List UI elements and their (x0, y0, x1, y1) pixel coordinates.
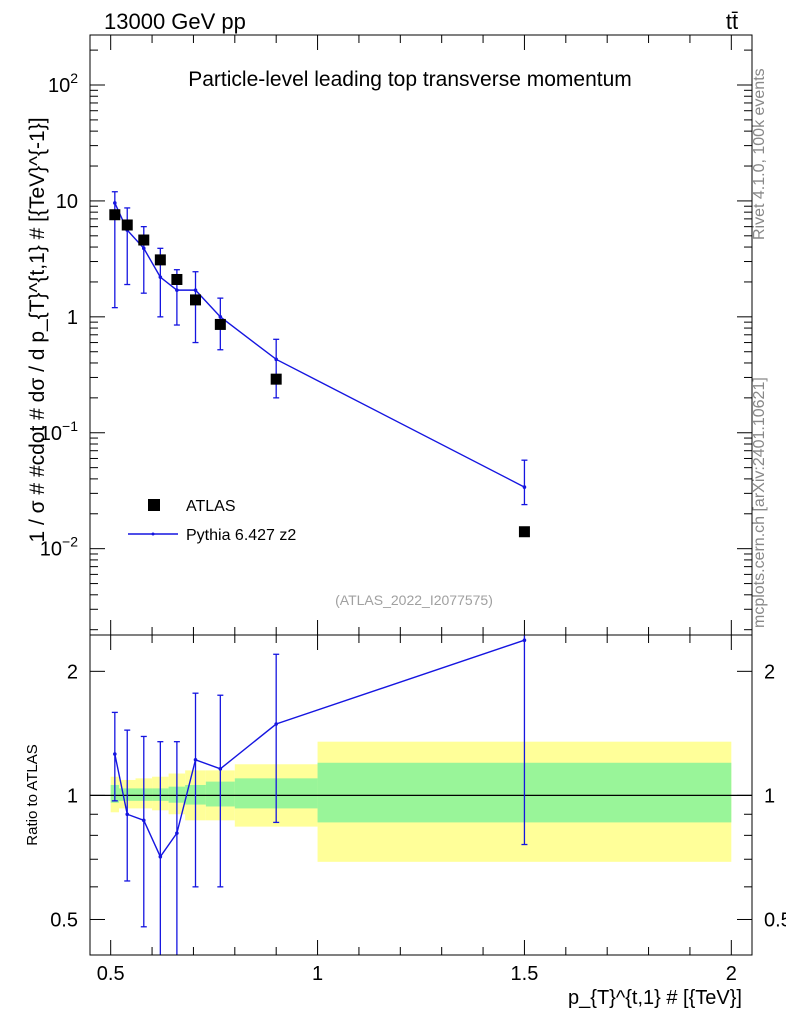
ratio-point (158, 854, 163, 859)
energy-label: 13000 GeV pp (104, 9, 246, 34)
pythia-point (113, 201, 117, 205)
side-label-bottom: mcplots.cern.ch [arXiv:2401.10621] (751, 377, 768, 628)
pythia-point (175, 288, 179, 292)
main-y-tick-label: 1 (67, 307, 78, 329)
ratio-point (522, 638, 527, 642)
main-frame (89, 34, 753, 636)
ratio-point (113, 752, 117, 756)
ratio-axes: 0.5 0.5 1 1 2 2 0.5 1 1.5 2 (50, 635, 786, 985)
x-axis-label: p_{T}^{t,1} # [{TeV}] (568, 987, 742, 1009)
legend: ATLAS Pythia 6.427 z2 (128, 498, 296, 544)
atlas-point (190, 294, 202, 306)
ratio-y-tick-label-right: 1 (764, 785, 775, 807)
main-axes: 10−2 10−1 1 10 102 (40, 35, 752, 635)
pythia-point (218, 315, 223, 319)
atlas-point (171, 273, 183, 285)
atlas-point (121, 219, 133, 231)
ratio-y-tick-label: 0.5 (50, 909, 78, 931)
main-y-axis-label: 1 / σ # #cdot # dσ / d p_{T}^{t,1} # [{T… (26, 117, 49, 542)
ratio-y-tick-label-right: 0.5 (764, 909, 786, 931)
process-label: tt̄ (726, 9, 738, 34)
x-tick-label: 1.5 (511, 963, 539, 985)
ratio-y-tick-label: 2 (67, 661, 78, 683)
ratio-point (274, 722, 278, 726)
x-tick-label: 0.5 (97, 963, 125, 985)
main-marks (109, 191, 530, 538)
ratio-point (175, 831, 179, 835)
pythia-point (141, 246, 146, 251)
main-y-tick-label: 10−1 (40, 418, 78, 445)
ratio-point (141, 818, 146, 823)
analysis-label: (ATLAS_2022_I2077575) (335, 592, 493, 608)
pythia-point (522, 485, 527, 489)
legend-label-pythia: Pythia 6.427 z2 (186, 527, 296, 544)
ratio-point (218, 767, 223, 771)
atlas-point (270, 373, 282, 385)
side-label-top: Rivet 4.1.0, 100k events (751, 68, 768, 240)
pythia-point (274, 357, 278, 362)
ratio-marks (111, 635, 528, 955)
pythia-point (158, 275, 163, 279)
ratio-point (125, 812, 130, 817)
main-panel: Particle-level leading top transverse mo… (26, 34, 753, 636)
main-y-tick-label: 10−2 (40, 534, 78, 561)
main-title: Particle-level leading top transverse mo… (188, 68, 632, 91)
legend-marker-atlas (148, 499, 160, 511)
main-y-tick-label: 102 (48, 70, 78, 97)
atlas-point (518, 526, 530, 538)
atlas-point (154, 254, 166, 266)
legend-marker-pythia (151, 532, 155, 536)
atlas-point (138, 234, 150, 246)
ratio-y-tick-label: 1 (67, 785, 78, 807)
x-tick-label: 1 (312, 963, 323, 985)
ratio-bands (110, 741, 732, 862)
ratio-y-tick-label-right: 2 (764, 661, 775, 683)
ratio-point (193, 758, 198, 762)
main-y-tick-label: 10 (56, 191, 78, 213)
ratio-frame (89, 634, 753, 956)
legend-label-atlas: ATLAS (186, 498, 236, 515)
pythia-point (193, 288, 198, 292)
x-tick-label: 2 (726, 963, 737, 985)
atlas-point (109, 209, 121, 221)
ratio-panel: 0.5 0.5 1 1 2 2 0.5 1 1.5 2 Ratio to ATLAS p_{T}^… (24, 634, 786, 1009)
atlas-point (214, 318, 226, 330)
ratio-y-axis-label: Ratio to ATLAS (24, 744, 41, 845)
pythia-line (114, 202, 525, 488)
